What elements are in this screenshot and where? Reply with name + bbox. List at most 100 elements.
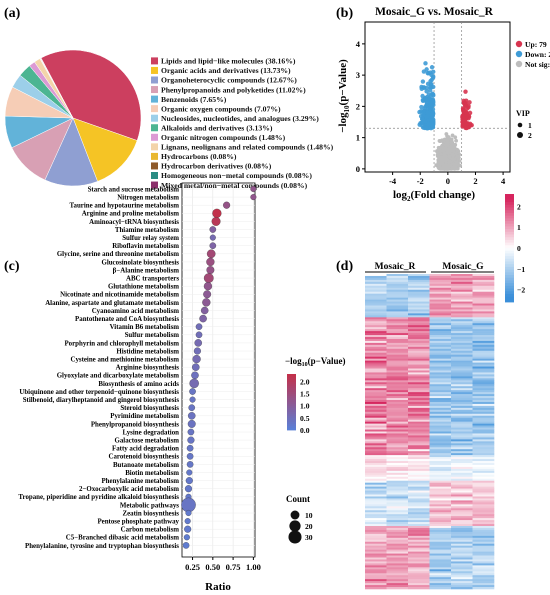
pie-legend-entry-8: Organic nitrogen compounds (1.48%) [161,133,286,142]
volcano-point-notsig [446,135,451,140]
heatmap-cell [451,407,473,411]
heatmap-cell [451,401,473,405]
pie-legend-entry-3: Phenylpropanoids and polyketides (11.02%… [161,85,306,94]
heatmap-cell [451,482,473,485]
heatmap-cell [408,388,430,391]
heatmap-cell [408,311,430,314]
heatmap-cell [386,551,409,554]
heatmap-scale-segment [505,237,514,241]
heatmap-cell [451,461,473,464]
heatmap-cell [472,329,495,332]
heatmap-cell [408,366,430,369]
heatmap-cell [451,581,473,584]
heatmap-cell [451,398,473,401]
heatmap-cell [451,400,473,403]
size-legend-title: Count [286,494,310,504]
colorbar-segment [287,424,296,427]
heatmap-cell [429,496,452,499]
heatmap-cell [429,490,452,493]
heatmap-cell [429,557,452,560]
heatmap-cell [365,307,387,310]
heatmap-cell [365,518,387,521]
heatmap-cell [408,431,430,434]
heatmap-cell [429,295,452,298]
heatmap-cell [451,494,473,497]
heatmap-cell [472,526,495,529]
heatmap-cell [365,553,387,556]
heatmap-cell [408,478,430,482]
heatmap-scale-segment [505,299,514,303]
pathway-label-5: Thiamine metabolism [115,227,179,234]
heatmap-cell [429,482,452,485]
heatmap-cell [386,289,409,293]
heatmap-scale-segment [505,250,514,254]
heatmap-cell [365,400,387,403]
volcano-point-notsig [443,166,448,171]
heatmap-cell [365,305,387,308]
heatmap-cell [386,342,409,346]
size-legend-dot-2 [288,530,302,544]
heatmap-cell [472,305,495,308]
heatmap-cell [386,368,409,371]
heatmap-cell [429,510,452,513]
heatmap-cell [365,490,387,493]
heatmap-cell [365,274,387,277]
heatmap-cell [451,425,473,428]
heatmap-cell [386,317,409,320]
heatmap-cell [386,543,409,546]
heatmap-cell [365,398,387,401]
heatmap-cell [386,565,409,568]
heatmap-cell [408,522,430,525]
heatmap-cell [429,547,452,550]
heatmap-cell [451,384,473,387]
heatmap-cell [472,405,495,409]
heatmap-cell [386,325,409,328]
pathway-label-37: 2−Oxocarboxylic acid metabolism [79,486,179,493]
pathway-label-4: Aminoacyl−tRNA biosynthesis [89,219,179,226]
heatmap-cell [451,529,473,533]
volcano-y-axis-label: −log10(p−Value) [337,59,351,133]
pie-legend-entry-11: Hydrocarbon derivatives (0.08%) [161,162,272,171]
heatmap-cell [365,362,387,365]
heatmap-cell [365,464,387,468]
heatmap-cell [451,390,473,393]
heatmap-cell [472,476,495,480]
heatmap-cell [451,311,473,314]
volcano-frame [364,21,511,173]
heatmap-cell [451,394,473,397]
heatmap-cell [408,472,430,476]
heatmap-cell [365,427,387,430]
heatmap-cell [365,449,387,452]
heatmap-cell [386,364,409,367]
heatmap-cell [451,524,473,527]
heatmap-scale-segment [505,285,514,289]
colorbar-segment [287,398,296,401]
pathway-label-19: Porphyrin and chlorophyll metabolism [64,340,179,347]
heatmap-cell [429,285,452,289]
heatmap-cell [386,425,409,428]
heatmap-cell [472,543,495,546]
heatmap-cell [472,439,495,442]
heatmap-cell [408,394,430,397]
heatmap-cell [386,439,409,442]
heatmap-cell [386,531,409,535]
heatmap-cell [365,585,387,588]
heatmap-cell [408,533,430,537]
heatmap-cell [408,563,430,566]
heatmap-cell [365,504,387,507]
heatmap-cell [429,561,452,564]
heatmap-cell [386,333,409,336]
heatmap-cell [365,537,387,541]
pathway-label-44: Phenylalanine, tyrosine and tryptophan b… [25,543,179,550]
heatmap-cell [472,384,495,387]
heatmap-cell [472,401,495,405]
heatmap-cell [408,407,430,411]
heatmap-cell [365,496,387,499]
heatmap-cell [365,315,387,318]
heatmap-cell [472,472,495,476]
heatmap-cell [451,468,473,472]
heatmap-cell [451,392,473,395]
bubble-colorbar: 2.0 1.5 1.0 0.5 0.0 [287,374,310,435]
heatmap-cell [429,287,452,291]
heatmap-cell [365,327,387,330]
